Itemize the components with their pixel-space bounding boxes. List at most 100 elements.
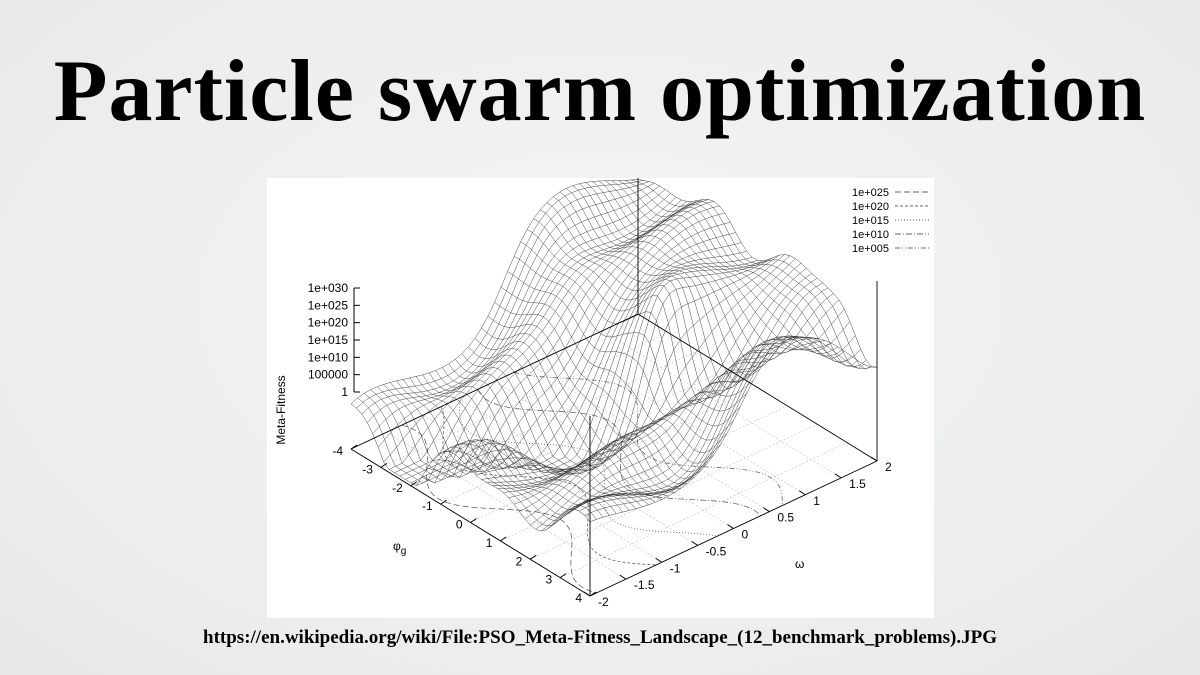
z-tick-label: 100000 [308, 368, 348, 382]
frame-line [350, 313, 639, 450]
y-tick [763, 507, 770, 513]
surface-mesh-line [454, 242, 742, 471]
surface-mesh-line [513, 256, 754, 412]
floor-grid-line [440, 368, 728, 505]
legend-entry-label: 1e+010 [852, 229, 889, 241]
surface-mesh-line [546, 202, 786, 395]
floor-contours [401, 371, 783, 594]
surface-mesh-line [624, 180, 865, 369]
surface-mesh-line [579, 183, 819, 360]
y-tick-label: -2 [598, 595, 609, 609]
surface-mesh-line [540, 209, 780, 398]
surface-mesh-line [494, 302, 734, 441]
y-tick-label: 0.5 [777, 511, 794, 525]
y-tick [870, 456, 878, 462]
floor-contour-line [440, 406, 657, 566]
surface-mesh-line [500, 287, 741, 427]
surface-mesh-line [468, 346, 708, 479]
slide-title: Particle swarm optimization [53, 43, 1147, 140]
surface-mesh-line [361, 181, 649, 415]
surface-mesh-line [356, 180, 644, 409]
meta-fitness-figure: 1 100000 1e+010 1e+015 1e+020 1e+025 1e+030 -4 -… [267, 178, 934, 618]
surface-mesh-line [487, 315, 728, 453]
surface-mesh-line [429, 372, 669, 497]
z-tick-label: 1e+015 [308, 333, 349, 347]
x-tick [410, 481, 418, 487]
surface-mesh-line [573, 335, 861, 510]
floor-grid-line [601, 330, 842, 479]
surface-mesh-line [535, 282, 823, 530]
floor-contour-line [514, 371, 783, 506]
x-tick-label: 1 [486, 536, 493, 550]
surface-mesh-line [416, 199, 704, 486]
surface-mesh-line [435, 370, 675, 494]
surface-mesh-line [605, 180, 845, 359]
surface-mesh-line [507, 271, 747, 417]
surface-chart: 1 100000 1e+010 1e+015 1e+020 1e+025 1e+030 -4 -… [274, 178, 929, 609]
floor-grid-line [422, 414, 662, 563]
x-axis-label: φg [393, 539, 406, 557]
surface-mesh-line [474, 338, 715, 472]
x-tick [470, 518, 477, 523]
x-tick-label: 3 [545, 573, 552, 587]
surface-mesh-line [526, 229, 767, 405]
legend-entry-label: 1e+025 [852, 187, 889, 199]
surface-mesh-line [426, 201, 715, 478]
x-tick [350, 444, 358, 450]
frame-line [637, 313, 878, 462]
surface-mesh-line [631, 179, 871, 370]
x-tick [589, 591, 597, 597]
y-axis-label: ω [795, 557, 804, 571]
x-tick [500, 536, 507, 542]
surface-mesh-line [520, 241, 760, 408]
surface-mesh-line [492, 255, 780, 486]
surface-mesh-line [585, 182, 825, 354]
surface-mesh-line [357, 397, 597, 527]
z-tick-label: 1e+030 [308, 281, 349, 295]
surface-mesh-line [442, 367, 682, 493]
z-axis-label: Meta-Fitness [274, 375, 288, 444]
floor-contour-line [477, 389, 761, 516]
floor-grid [350, 313, 878, 597]
surface-mesh-line [421, 199, 709, 484]
x-tick [380, 462, 388, 468]
surface-mesh-line [350, 178, 639, 404]
x-tick-label: -1 [422, 499, 433, 513]
y-tick [834, 473, 842, 479]
floor-contour-line [458, 397, 718, 537]
y-tick [583, 591, 591, 597]
surface-mesh-line [370, 389, 610, 516]
surface-mesh-line [396, 380, 636, 509]
floor-grid-line [559, 442, 848, 578]
floor-grid-line [530, 423, 818, 560]
surface-mesh-line [409, 377, 649, 505]
surface-mesh-line [389, 382, 630, 511]
x-tick-label: 2 [516, 554, 523, 568]
y-tick-label: 1.5 [849, 477, 866, 491]
z-tick-label: 1e+010 [308, 350, 349, 364]
surface-mesh-line [383, 384, 623, 513]
x-tick-label: -4 [332, 444, 343, 458]
floor-grid-line [380, 332, 669, 468]
surface-mesh-line [448, 363, 688, 491]
z-tick-label: 1e+025 [308, 298, 349, 312]
surface-mesh-line [618, 180, 858, 367]
y-tick-label: -1 [670, 561, 681, 575]
surface-mesh-line [598, 180, 839, 354]
y-tick-label: 2 [885, 460, 892, 474]
contour-legend: 1e+025 1e+020 1e+015 1e+010 1e+005 [852, 187, 929, 255]
surface-mesh-line [376, 386, 617, 514]
y-tick-label: -1.5 [634, 578, 655, 592]
x-axis-label-sub: g [401, 546, 407, 557]
floor-contour-line [401, 424, 597, 594]
x-tick-label: 0 [456, 518, 463, 532]
x-tick-label: 4 [575, 591, 582, 605]
surface-mesh-line [461, 353, 702, 484]
surface-mesh-line [481, 327, 721, 464]
legend-entry-label: 1e+015 [852, 215, 889, 227]
floor-grid-line [470, 387, 758, 523]
z-tick-label: 1 [341, 385, 348, 399]
y-tick [619, 574, 627, 580]
z-tick-label: 1e+020 [308, 316, 349, 330]
legend-entry-label: 1e+020 [852, 201, 889, 213]
